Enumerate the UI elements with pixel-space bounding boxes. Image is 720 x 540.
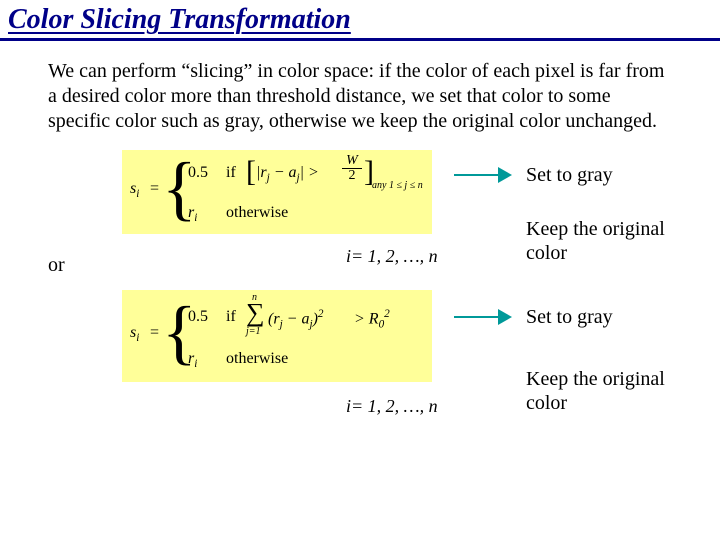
label-keep-1-line2: color — [526, 242, 567, 265]
description-paragraph: We can perform “slicing” in color space:… — [0, 41, 720, 144]
f2-case1-val: 0.5 — [188, 308, 208, 326]
f1-lhs: si — [130, 180, 139, 200]
formula-2: si = { 0.5 if n ∑ j=1 (rj − aj)2 > R02 r… — [122, 290, 432, 382]
f2-sum: ∑ — [246, 298, 265, 328]
label-keep-2-line1: Keep the original — [526, 368, 665, 391]
f1-case2-text: otherwise — [226, 204, 288, 222]
f1-cond: |rj − aj| > — [256, 164, 319, 184]
index-2: i= 1, 2, …, n — [346, 396, 438, 417]
f2-lhs: si — [130, 324, 139, 344]
label-set-gray-2: Set to gray — [526, 306, 613, 329]
or-label: or — [48, 254, 65, 277]
page-title: Color Slicing Transformation — [0, 0, 720, 36]
f1-any: any 1 ≤ j ≤ n — [372, 180, 423, 191]
index-1: i= 1, 2, …, n — [346, 246, 438, 267]
f1-case1-val: 0.5 — [188, 164, 208, 182]
f2-eq: = — [150, 324, 159, 342]
arrow-2a — [454, 308, 514, 326]
f2-case2-val: ri — [188, 350, 197, 370]
label-set-gray-1: Set to gray — [526, 164, 613, 187]
f2-gt: > R02 — [354, 308, 390, 331]
label-keep-2-line2: color — [526, 392, 567, 415]
f1-frac: W 2 — [342, 154, 362, 183]
f2-sum-bot: j=1 — [246, 326, 261, 337]
f1-case2-val: ri — [188, 204, 197, 224]
f1-case1-if: if — [226, 164, 236, 182]
f2-sum-body: (rj − aj)2 — [268, 308, 324, 331]
arrow-1a — [454, 166, 514, 184]
label-keep-1-line1: Keep the original — [526, 218, 665, 241]
f1-eq: = — [150, 180, 159, 198]
f2-case2-text: otherwise — [226, 350, 288, 368]
f1-bracket-open: [ — [246, 155, 256, 189]
f2-case1-if: if — [226, 308, 236, 326]
formula-1: si = { 0.5 if [ |rj − aj| > W 2 ] any 1 … — [122, 150, 432, 234]
